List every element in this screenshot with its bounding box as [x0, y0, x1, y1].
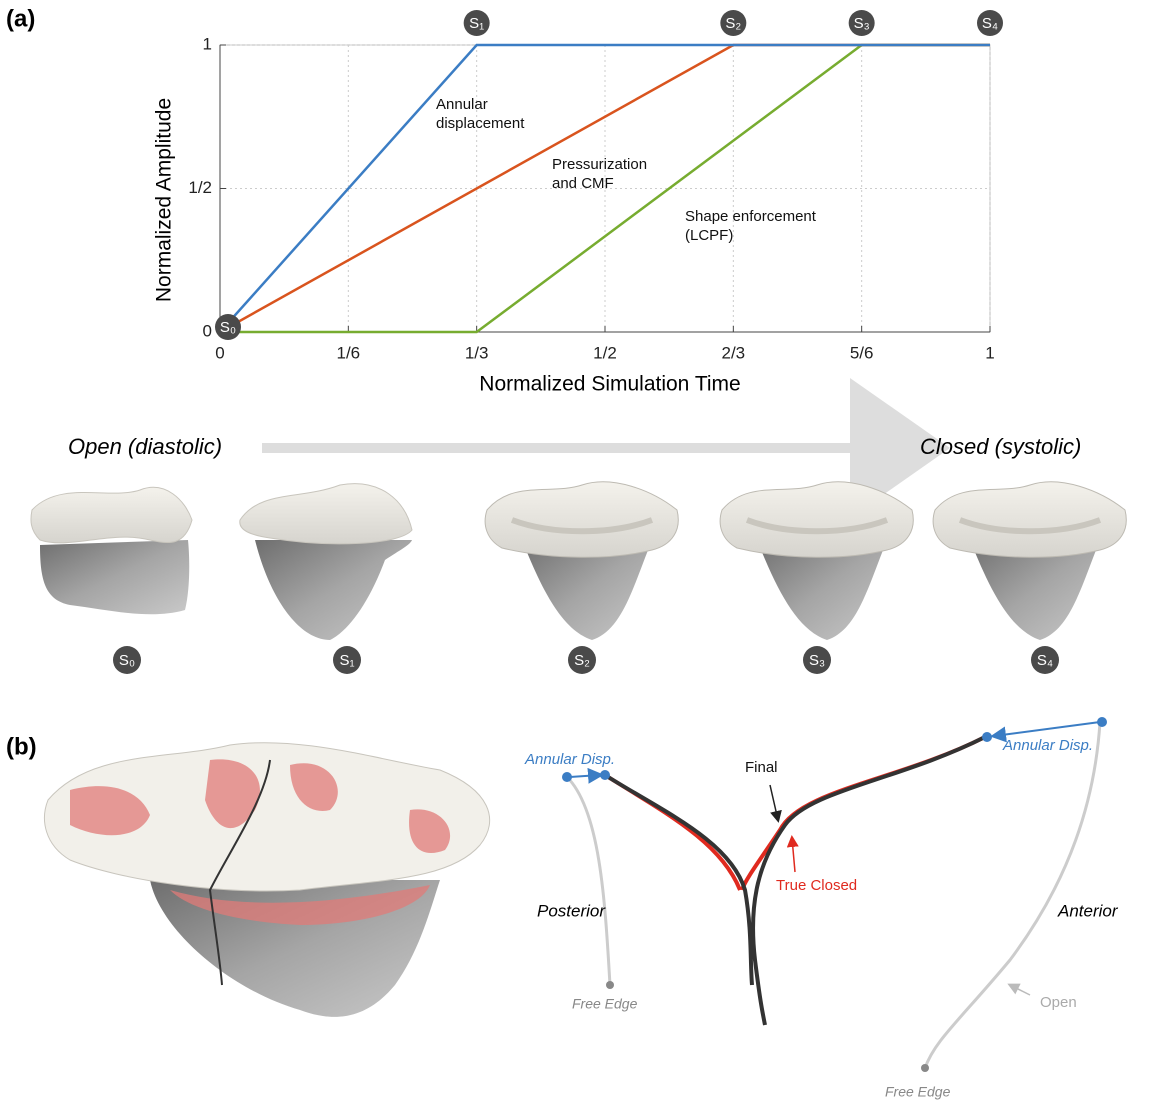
stage-badge-label: S₄ [982, 15, 998, 32]
x-tick-label: 2/3 [722, 343, 746, 362]
x-tick-label: 1/6 [337, 343, 361, 362]
annotation: Annular Disp. [1002, 737, 1093, 754]
annotation: Final [745, 759, 778, 776]
x-tick-label: 1/2 [593, 343, 617, 362]
stage-marker: S₄ [977, 10, 1003, 36]
annotation: Annular Disp. [524, 751, 615, 768]
stage-badges: S₀ S₁ S₂ S₃ S₄ [113, 646, 1059, 674]
valve-s3 [720, 482, 913, 640]
stage-marker: S₃ [849, 10, 875, 36]
x-tick-label: 1/3 [465, 343, 489, 362]
strip-start: Open (diastolic) [68, 434, 222, 459]
annotation: Free Edge [572, 996, 638, 1012]
y-tick-label: 1/2 [188, 178, 212, 197]
stage-badge-label: S₀ [220, 319, 236, 336]
series-label: Pressurization and CMF [552, 155, 672, 193]
valve-s2 [485, 482, 678, 640]
stage-badge-label: S₂ [725, 15, 741, 32]
stage-marker: S₀ [215, 314, 241, 340]
valve-s1 [240, 484, 412, 640]
annotation: Posterior [537, 901, 606, 920]
stage-badge-label: S₀ [119, 652, 135, 669]
panel-label: (a) [6, 5, 35, 32]
stage-marker: S₁ [464, 10, 490, 36]
x-axis-title: Normalized Simulation Time [479, 373, 740, 396]
annotation: Free Edge [885, 1084, 951, 1100]
panel-label: (b) [6, 733, 37, 760]
valve-overlay [44, 743, 489, 1017]
x-tick-label: 0 [215, 343, 224, 362]
stage-badge-label: S₂ [574, 652, 590, 669]
y-tick-label: 0 [203, 321, 212, 340]
profile-curves [562, 717, 1107, 1072]
stage-badge-label: S₄ [1037, 652, 1053, 669]
series-label: Annular displacement [436, 95, 546, 133]
annotation: True Closed [776, 877, 857, 894]
series-label: Shape enforcement (LCPF) [685, 207, 835, 245]
annotation: Anterior [1057, 901, 1119, 920]
stage-badge-label: S₁ [339, 652, 354, 669]
x-tick-label: 1 [985, 343, 994, 362]
x-tick-label: 5/6 [850, 343, 874, 362]
stage-badge-label: S₁ [469, 15, 484, 32]
stage-marker: S₂ [720, 10, 746, 36]
y-axis-title: Normalized Amplitude [153, 98, 176, 302]
y-tick-label: 1 [203, 34, 212, 53]
stage-badge-label: S₃ [854, 15, 870, 32]
valve-open [31, 487, 192, 614]
figure: (a) 0 1/6 1/3 1/2 2/3 5/6 1 0 1/2 1 S₀ S₁ S₂ S₃ S₄ Nor… [0, 0, 1157, 1104]
annotation: Open [1040, 994, 1077, 1011]
valve-s4 [933, 482, 1126, 640]
strip-end: Closed (systolic) [920, 434, 1081, 459]
stage-badge-label: S₃ [809, 652, 825, 669]
